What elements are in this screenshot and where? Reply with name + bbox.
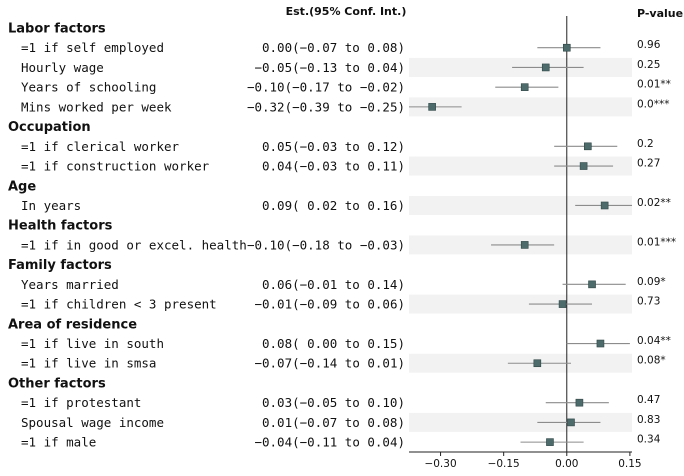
row-shade <box>409 156 632 176</box>
x-tick-label: −0.15 <box>488 458 520 470</box>
row-shade <box>409 97 632 117</box>
forest-rows: Labor factors =1 if self employed 0.00(−0.… <box>8 22 676 450</box>
estimate-marker <box>428 103 436 111</box>
forest-marks <box>409 43 632 446</box>
estimate-ci-text: −0.32(−0.39 to −0.25) <box>247 99 405 114</box>
estimate-marker <box>546 438 554 446</box>
estimate-ci-text: 0.04(−0.03 to 0.11) <box>262 159 405 174</box>
row-label: Years of schooling <box>21 80 156 95</box>
estimate-marker <box>600 201 609 210</box>
estimate-marker <box>520 241 529 249</box>
x-tick-label: 0.00 <box>555 458 578 470</box>
p-value: 0.34 <box>637 434 661 446</box>
x-tick-label: −0.30 <box>424 458 456 470</box>
p-value: 0.47 <box>637 394 660 406</box>
row-label: Hourly wage <box>21 60 104 75</box>
estimate-ci-text: −0.05(−0.13 to 0.04) <box>254 60 405 75</box>
row-label: =1 if protestant <box>21 395 141 410</box>
p-value: 0.25 <box>637 59 660 71</box>
row-shade <box>409 412 632 432</box>
p-value: 0.02** <box>637 197 671 209</box>
estimate-marker <box>562 43 571 52</box>
estimate-ci-text: −0.01(−0.09 to 0.06) <box>254 297 405 312</box>
p-value: 0.2 <box>637 138 654 150</box>
row-label: =1 if children < 3 present <box>21 297 217 312</box>
estimate-marker <box>541 63 550 72</box>
row-label: Years married <box>21 277 119 292</box>
group-label: Health factors <box>8 219 113 234</box>
estimate-marker <box>579 162 588 170</box>
row-label: =1 if in good or excel. health <box>21 237 247 252</box>
x-tick-label: 0.15 <box>618 458 641 470</box>
estimate-ci-text: −0.07(−0.14 to 0.01) <box>254 356 405 371</box>
estimate-marker <box>588 280 596 289</box>
row-label: In years <box>21 198 81 213</box>
row-label: =1 if self employed <box>21 40 164 55</box>
p-value: 0.96 <box>637 39 661 51</box>
estimate-ci-text: 0.00(−0.07 to 0.08) <box>262 40 405 55</box>
row-label: Mins worked per week <box>21 99 172 114</box>
estimate-marker <box>596 339 605 348</box>
row-label: =1 if clerical worker <box>21 139 180 154</box>
row-label: =1 if live in smsa <box>21 356 156 371</box>
row-label: =1 if live in south <box>21 336 164 351</box>
x-axis-ticks: −0.30 −0.15 0.00 0.15 <box>424 452 642 470</box>
estimate-ci-text: 0.09( 0.02 to 0.16) <box>262 198 405 213</box>
p-value: 0.73 <box>637 296 660 308</box>
row-shade <box>409 195 632 215</box>
p-value: 0.27 <box>637 158 660 170</box>
row-label: Spousal wage income <box>21 415 164 430</box>
estimate-marker <box>533 359 542 368</box>
estimate-ci-text: 0.05(−0.03 to 0.12) <box>262 139 405 154</box>
estimate-marker <box>520 83 529 91</box>
estimate-ci-text: 0.01(−0.07 to 0.08) <box>262 415 405 430</box>
p-value: 0.09* <box>637 276 666 288</box>
estimate-ci-text: 0.08( 0.00 to 0.15) <box>262 336 405 351</box>
row-shade <box>409 294 632 314</box>
row-label: =1 if male <box>21 435 96 450</box>
group-label: Age <box>8 179 36 194</box>
pvalue-header: P-value <box>637 7 683 20</box>
estimate-ci-text: 0.06(−0.01 to 0.14) <box>262 277 405 292</box>
row-label: =1 if construction worker <box>21 159 210 174</box>
estimate-marker <box>575 398 584 407</box>
p-value: 0.01** <box>637 79 671 91</box>
p-value: 0.04** <box>637 335 671 347</box>
group-label: Labor factors <box>8 22 106 37</box>
estimate-ci-text: −0.04(−0.11 to 0.04) <box>254 435 405 450</box>
estimate-ci-text: 0.03(−0.05 to 0.10) <box>262 395 405 410</box>
group-label: Family factors <box>8 258 112 273</box>
estimate-header: Est.(95% Conf. Int.) <box>286 5 407 18</box>
p-value: 0.83 <box>637 414 660 426</box>
group-label: Occupation <box>8 120 91 135</box>
estimate-marker <box>558 300 567 308</box>
estimate-ci-text: −0.10(−0.18 to −0.03) <box>247 237 405 252</box>
estimate-marker <box>584 142 592 151</box>
estimate-marker <box>567 418 575 427</box>
p-value: 0.08* <box>637 355 666 367</box>
p-value: 0.01*** <box>637 236 676 248</box>
estimate-ci-text: −0.10(−0.17 to −0.02) <box>247 80 405 95</box>
p-value: 0.0*** <box>637 98 669 110</box>
group-label: Area of residence <box>8 317 137 332</box>
group-label: Other factors <box>8 376 106 391</box>
